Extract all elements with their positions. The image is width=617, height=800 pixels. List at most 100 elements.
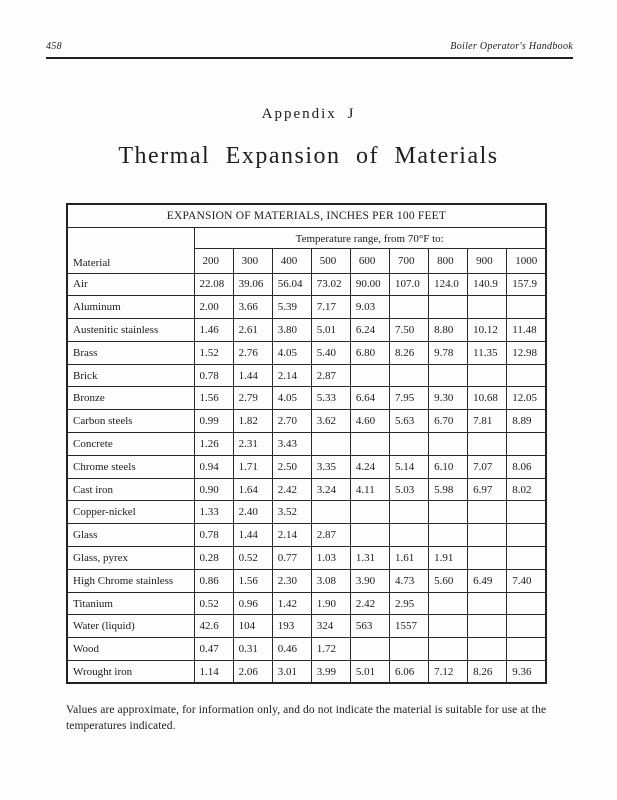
expansion-value-cell: 39.06 [232,272,273,297]
temperature-column-header: 1000 [506,248,547,274]
expansion-value-cell: 3.43 [271,432,312,456]
table-row: High Chrome stainless 0.86 1.56 2.30 3.08 3.9… [66,568,547,593]
expansion-value-cell [506,591,547,616]
expansion-value-cell [506,546,547,570]
expansion-value-cell: 0.86 [193,568,234,593]
expansion-value-cell: 2.31 [232,432,273,456]
expansion-value-cell: 0.46 [271,637,312,662]
expansion-value-cell [467,500,508,525]
expansion-value-cell: 10.68 [467,386,508,411]
expansion-value-cell: 2.95 [388,591,430,616]
expansion-value-cell: 0.90 [193,477,234,502]
expansion-value-cell: 8.02 [506,477,547,502]
expansion-value-cell [506,363,547,388]
expansion-value-cell: 0.52 [232,546,273,570]
expansion-value-cell [388,363,430,388]
expansion-value-cell: 4.05 [271,340,312,365]
expansion-value-cell: 8.26 [388,340,430,365]
expansion-value-cell: 9.30 [428,386,469,411]
expansion-value-cell: 1.52 [193,340,234,365]
expansion-value-cell: 4.11 [349,477,390,502]
table-row: Concrete 1.26 2.31 3.43 [66,432,547,456]
expansion-value-cell: 2.14 [271,523,312,548]
expansion-value-cell: 6.24 [349,318,390,342]
expansion-value-cell: 1.14 [193,660,234,684]
expansion-value-cell: 2.30 [271,568,312,593]
expansion-value-cell [467,523,508,548]
expansion-value-cell: 6.70 [428,409,469,434]
table-row: Brass 1.52 2.76 4.05 5.40 6.80 8.26 9.78 11.35 12… [66,340,547,365]
expansion-value-cell: 1557 [388,614,430,639]
expansion-value-cell: 1.91 [428,546,469,570]
expansion-value-cell: 124.0 [428,272,469,297]
expansion-value-cell: 7.17 [310,295,351,320]
expansion-value-cell: 9.03 [349,295,390,320]
expansion-value-cell: 22.08 [193,272,234,297]
table-row: Titanium 0.52 0.96 1.42 1.90 2.42 2.95 [66,591,547,616]
page-title: Thermal Expansion of Materials [118,143,499,169]
expansion-value-cell: 7.40 [506,568,547,593]
expansion-value-cell: 3.66 [232,295,273,320]
expansion-value-cell [467,363,508,388]
expansion-value-cell [428,363,469,388]
expansion-value-cell [388,637,430,662]
expansion-value-cell: 5.40 [310,340,351,365]
table-row: Brick 0.78 1.44 2.14 2.87 [66,363,547,388]
expansion-value-cell: 1.61 [388,546,430,570]
expansion-value-cell: 324 [310,614,351,639]
temp-range-row: Material Temperature range, from 70°F to… [66,226,547,274]
expansion-value-cell: 5.14 [388,454,430,479]
expansion-value-cell: 12.05 [506,386,547,411]
running-header: 458 Boiler Operator's Handbook [46,41,573,59]
expansion-value-cell [388,500,430,525]
material-name-cell: Chrome steels [66,454,195,479]
expansion-value-cell: 9.78 [428,340,469,365]
table-row: Aluminum 2.00 3.66 5.39 7.17 9.03 [66,295,547,320]
expansion-value-cell: 3.99 [310,660,351,684]
expansion-value-cell [388,523,430,548]
expansion-value-cell: 8.89 [506,409,547,434]
expansion-value-cell: 3.24 [310,477,351,502]
material-name-cell: Titanium [66,591,195,616]
expansion-value-cell: 7.50 [388,318,430,342]
expansion-value-cell: 193 [271,614,312,639]
expansion-value-cell: 2.00 [193,295,234,320]
expansion-value-cell: 2.87 [310,523,351,548]
expansion-value-cell: 1.44 [232,523,273,548]
expansion-value-cell: 1.64 [232,477,273,502]
table-row: Austenitic stainless 1.46 2.61 3.80 5.01 6.24… [66,318,547,342]
expansion-value-cell [506,500,547,525]
expansion-value-cell: 1.42 [271,591,312,616]
expansion-value-cell: 4.60 [349,409,390,434]
temperature-column-header: 500 [310,248,351,274]
expansion-value-cell: 0.99 [193,409,234,434]
expansion-value-cell [388,295,430,320]
expansion-value-cell: 0.52 [193,591,234,616]
expansion-value-cell: 1.72 [310,637,351,662]
expansion-value-cell: 5.63 [388,409,430,434]
expansion-value-cell: 5.98 [428,477,469,502]
material-name-cell: Concrete [66,432,195,456]
expansion-value-cell: 5.39 [271,295,312,320]
expansion-value-cell: 2.42 [271,477,312,502]
table-row: Copper-nickel 1.33 2.40 3.52 [66,500,547,525]
expansion-value-cell [349,432,390,456]
expansion-value-cell: 10.12 [467,318,508,342]
expansion-value-cell: 1.33 [193,500,234,525]
expansion-value-cell: 1.44 [232,363,273,388]
expansion-value-cell: 56.04 [271,272,312,297]
expansion-value-cell: 3.35 [310,454,351,479]
expansion-value-cell: 2.70 [271,409,312,434]
expansion-value-cell [467,432,508,456]
material-name-cell: Brass [66,340,195,365]
materials-tbody: Air 22.08 39.06 56.04 73.02 90.00 107.0 124.0 14… [66,272,547,684]
page-number: 458 [46,41,62,52]
temp-range-header: Temperature range, from 70°F to: [193,226,547,250]
table-row: Cast iron 0.90 1.64 2.42 3.24 4.11 5.03 5.98 6.9… [66,477,547,502]
expansion-value-cell [506,637,547,662]
expansion-value-cell: 0.77 [271,546,312,570]
table-row: Chrome steels 0.94 1.71 2.50 3.35 4.24 5.14 6.1… [66,454,547,479]
expansion-value-cell: 2.42 [349,591,390,616]
expansion-value-cell: 6.64 [349,386,390,411]
